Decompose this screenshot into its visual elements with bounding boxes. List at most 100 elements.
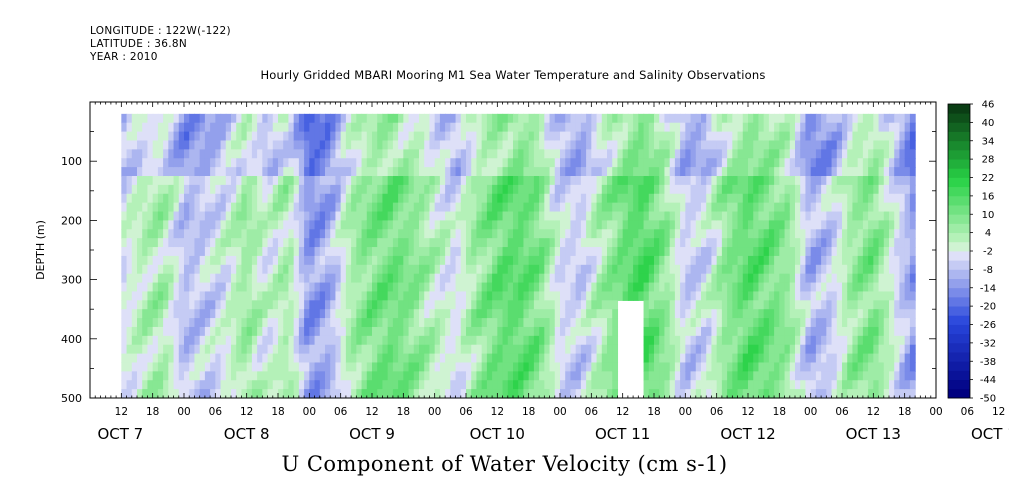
- heatmap-cell: [460, 247, 467, 257]
- heatmap-cell: [325, 326, 331, 337]
- heatmap-cell: [372, 113, 378, 124]
- heatmap-cell: [721, 167, 728, 177]
- heatmap-cell: [298, 238, 305, 248]
- heatmap-cell: [878, 282, 885, 293]
- heatmap-cell: [460, 380, 467, 390]
- heatmap-cell: [544, 362, 551, 372]
- heatmap-cell: [241, 122, 248, 133]
- heatmap-cell: [173, 255, 180, 266]
- heatmap-cell: [215, 202, 222, 213]
- heatmap-cell: [821, 300, 827, 310]
- heatmap-cell: [674, 149, 681, 159]
- heatmap-cell: [157, 158, 164, 168]
- heatmap-cell: [513, 211, 519, 221]
- heatmap-cell: [267, 255, 274, 266]
- heatmap-cell: [633, 131, 639, 142]
- heatmap-cell: [199, 318, 206, 328]
- heatmap-cell: [612, 389, 619, 399]
- heatmap-cell: [377, 273, 384, 284]
- heatmap-cell: [575, 389, 582, 399]
- heatmap-cell: [283, 211, 290, 221]
- heatmap-cell: [502, 158, 509, 168]
- heatmap-cell: [633, 193, 639, 204]
- heatmap-cell: [560, 326, 566, 337]
- heatmap-cell: [622, 273, 629, 284]
- heatmap-cell: [533, 291, 540, 301]
- heatmap-cell: [627, 273, 634, 284]
- heatmap-cell: [763, 273, 770, 284]
- heatmap-cell: [768, 131, 775, 142]
- heatmap-cell: [424, 167, 431, 177]
- heatmap-cell: [236, 220, 243, 230]
- heatmap-cell: [795, 389, 801, 399]
- heatmap-cell: [340, 371, 347, 381]
- heatmap-cell: [612, 176, 619, 186]
- heatmap-cell: [701, 220, 707, 230]
- heatmap-cell: [889, 211, 895, 221]
- heatmap-cell: [366, 353, 373, 364]
- heatmap-cell: [325, 184, 331, 195]
- heatmap-cell: [466, 335, 472, 346]
- heatmap-cell: [607, 273, 613, 284]
- heatmap-cell: [612, 229, 619, 239]
- heatmap-cell: [241, 282, 248, 293]
- heatmap-cell: [497, 184, 504, 195]
- heatmap-cell: [460, 184, 467, 195]
- heatmap-cell: [565, 247, 572, 257]
- heatmap-cell: [288, 167, 295, 177]
- heatmap-cell: [372, 229, 378, 239]
- heatmap-cell: [554, 176, 561, 186]
- heatmap-cell: [204, 380, 211, 390]
- heatmap-cell: [173, 353, 180, 364]
- heatmap-cell: [862, 184, 869, 195]
- heatmap-cell: [862, 273, 869, 284]
- heatmap-cell: [335, 264, 342, 275]
- heatmap-cell: [909, 229, 916, 239]
- heatmap-cell: [434, 255, 441, 266]
- heatmap-cell: [137, 335, 143, 346]
- heatmap-cell: [241, 211, 248, 221]
- heatmap-cell: [774, 318, 780, 328]
- heatmap-cell: [152, 353, 159, 364]
- heatmap-cell: [408, 176, 415, 186]
- heatmap-cell: [826, 193, 833, 204]
- heatmap-cell: [774, 167, 780, 177]
- heatmap-cell: [392, 202, 399, 213]
- heatmap-cell: [690, 131, 697, 142]
- heatmap-cell: [889, 335, 895, 346]
- heatmap-cell: [894, 247, 901, 257]
- heatmap-cell: [821, 282, 827, 293]
- heatmap-cell: [309, 122, 316, 133]
- heatmap-cell: [899, 176, 906, 186]
- heatmap-cell: [199, 184, 206, 195]
- heatmap-cell: [847, 167, 854, 177]
- heatmap-cell: [821, 362, 827, 372]
- heatmap-cell: [194, 371, 201, 381]
- heatmap-cell: [664, 167, 671, 177]
- heatmap-cell: [194, 140, 201, 150]
- heatmap-cell: [366, 220, 373, 230]
- heatmap-cell: [231, 318, 237, 328]
- heatmap-cell: [189, 291, 196, 301]
- heatmap-cell: [852, 220, 859, 230]
- heatmap-cell: [873, 300, 880, 310]
- heatmap-cell: [789, 362, 796, 372]
- heatmap-cell: [419, 326, 425, 337]
- heatmap-cell: [157, 380, 164, 390]
- heatmap-cell: [533, 229, 540, 239]
- heatmap-cell: [497, 122, 504, 133]
- heatmap-cell: [711, 247, 718, 257]
- heatmap-cell: [862, 247, 869, 257]
- heatmap-cell: [288, 264, 295, 275]
- heatmap-cell: [596, 202, 603, 213]
- heatmap-cell: [236, 131, 243, 142]
- heatmap-cell: [304, 211, 310, 221]
- heatmap-cell: [554, 380, 561, 390]
- heatmap-cell: [403, 309, 410, 319]
- heatmap-cell: [413, 158, 420, 168]
- heatmap-cell: [601, 344, 608, 355]
- heatmap-cell: [157, 140, 164, 150]
- heatmap-cell: [633, 158, 639, 168]
- heatmap-cell: [795, 202, 801, 213]
- heatmap-cell: [121, 335, 128, 346]
